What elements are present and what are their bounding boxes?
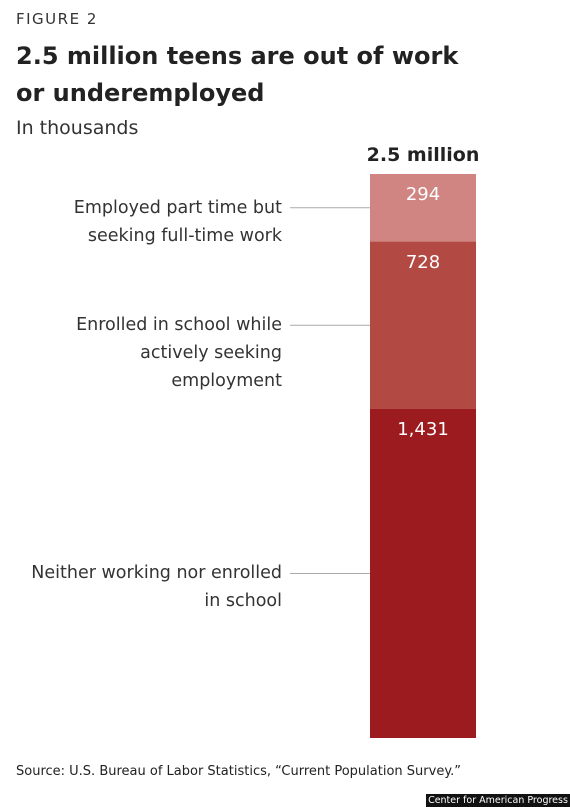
segment-label: Employed part time but seeking full-time… <box>73 197 282 246</box>
chart-title: 2.5 million teens are out of work or und… <box>16 42 459 107</box>
bar-segment <box>370 174 476 242</box>
segment-label: Neither working nor enrolled in school <box>31 563 282 612</box>
value-label: 1,431 <box>397 418 449 440</box>
value-label: 294 <box>405 184 441 205</box>
segment-label: Enrolled in school while actively seekin… <box>76 315 282 392</box>
value-label: 728 <box>405 251 441 273</box>
figure-label: FIGURE 2 <box>16 10 98 28</box>
total-label: 2.5 million <box>366 144 480 166</box>
chart-subtitle: In thousands <box>16 117 139 139</box>
source-note: Source: U.S. Bureau of Labor Statistics,… <box>16 764 462 779</box>
credit: Center for American Progress <box>426 794 570 807</box>
bar-segment <box>370 241 476 409</box>
bar-segment <box>370 408 476 738</box>
